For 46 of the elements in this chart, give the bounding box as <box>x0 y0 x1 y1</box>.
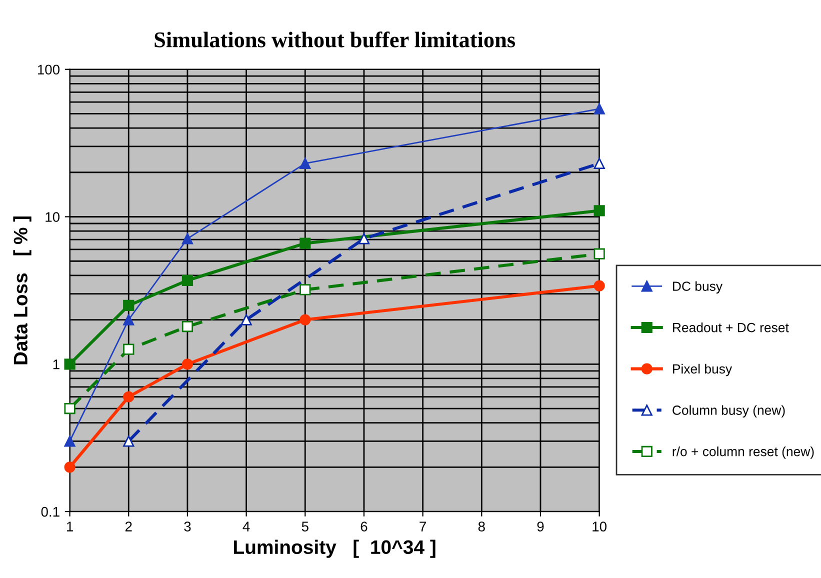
point <box>300 314 311 326</box>
point <box>123 344 134 355</box>
point <box>594 103 605 114</box>
point <box>240 314 252 326</box>
point <box>64 436 76 447</box>
point <box>358 233 370 244</box>
x-tick-label: 7 <box>420 522 426 532</box>
x-tick-label: 9 <box>537 522 544 532</box>
x-tick-label: 1 <box>66 522 73 532</box>
x-axis-title: Luminosity [ 10^34 ] <box>234 540 436 558</box>
point <box>300 158 311 169</box>
legend-label: r/o + column reset (new) <box>672 446 814 459</box>
y-tick-label: 100 <box>38 64 60 75</box>
point <box>123 314 134 326</box>
x-tick-label: 5 <box>302 522 308 532</box>
point <box>123 436 134 447</box>
x-tick-label: 2 <box>125 522 132 532</box>
point <box>182 274 194 286</box>
legend-label: Pixel busy <box>673 364 732 376</box>
point <box>182 358 194 370</box>
y-tick-label: 0.1 <box>41 506 60 517</box>
point <box>594 158 605 169</box>
y-axis-title: Data Loss [ % ] <box>13 216 32 364</box>
legend-label: DC busy <box>673 281 723 294</box>
point <box>123 300 134 312</box>
point <box>64 462 76 473</box>
point <box>64 402 76 414</box>
x-tick-label: 10 <box>592 522 607 532</box>
x-tick-label: 6 <box>360 522 368 532</box>
point <box>300 238 311 249</box>
x-tick-label: 8 <box>478 522 485 532</box>
x-tick-label: 4 <box>242 522 250 532</box>
point <box>300 284 311 296</box>
legend-label: Readout + DC reset <box>673 322 789 332</box>
point <box>594 205 605 216</box>
point <box>123 391 134 402</box>
point <box>594 280 605 292</box>
legend-label: Column busy (new) <box>672 405 785 418</box>
point <box>182 233 194 244</box>
point <box>182 320 194 332</box>
point <box>64 358 76 370</box>
y-tick-label: 10 <box>46 212 60 222</box>
point <box>594 248 605 260</box>
chart-title: Simulations without buffer limitations <box>154 31 516 48</box>
y-tick-label: 1 <box>53 360 60 370</box>
x-tick-label: 3 <box>184 522 191 532</box>
